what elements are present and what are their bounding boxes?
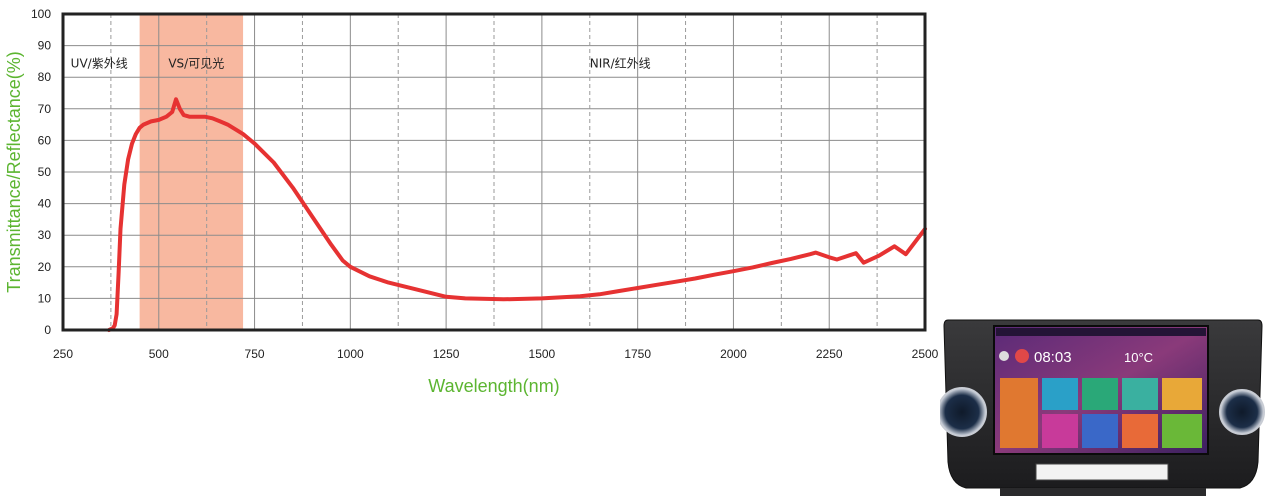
- y-tick-label: 40: [38, 197, 52, 211]
- x-tick-label: 2250: [816, 347, 843, 361]
- unit-bottom-trim: [1000, 488, 1206, 496]
- y-tick-labels: 0 10 20 30 40 50 60 70 80 90 100: [31, 7, 51, 337]
- y-tick-label: 90: [38, 39, 52, 53]
- home-icon: [999, 351, 1009, 361]
- y-tick-label: 30: [38, 228, 52, 242]
- app-tile-6: [1082, 414, 1118, 448]
- region-label: NIR/红外线: [590, 56, 651, 71]
- region-label: UV/紫外线: [71, 57, 128, 71]
- y-tick-label: 60: [38, 133, 52, 147]
- x-tick-label: 250: [53, 347, 73, 361]
- grid: [63, 14, 925, 330]
- region-label: VS/可见光: [168, 57, 224, 71]
- x-tick-labels: 250 500 750 1000 1250 1500 1750 2000 2250 2500: [53, 347, 939, 361]
- series-layer: [107, 97, 927, 332]
- x-tick-label: 1750: [624, 347, 651, 361]
- y-axis-label: Transmittance/Reflectance(%): [4, 51, 24, 292]
- left-knob: [940, 387, 987, 437]
- x-tick-label: 1250: [433, 347, 460, 361]
- y-tick-label: 10: [38, 291, 52, 305]
- app-tile-8: [1162, 414, 1202, 448]
- x-tick-label: 750: [245, 347, 265, 361]
- y-tick-label: 50: [38, 165, 52, 179]
- x-tick-label: 500: [149, 347, 169, 361]
- app-tile-2: [1082, 378, 1118, 410]
- x-tick-label: 1000: [337, 347, 364, 361]
- right-knob: [1219, 389, 1265, 435]
- temperature-readout: 10°C: [1124, 350, 1153, 365]
- y-tick-label: 0: [44, 323, 51, 337]
- region-labels: UV/紫外线 VS/可见光 NIR/红外线: [71, 56, 651, 71]
- clock-readout: 08:03: [1034, 349, 1072, 366]
- x-axis-label: Wavelength(nm): [428, 376, 559, 396]
- app-tile-3: [1122, 378, 1158, 410]
- x-tick-label: 1500: [529, 347, 556, 361]
- app-tile-1: [1042, 378, 1078, 410]
- screen-status-bar: [996, 328, 1206, 336]
- x-tick-label: 2000: [720, 347, 747, 361]
- y-tick-label: 70: [38, 102, 52, 116]
- x-tick-label: 2500: [912, 347, 939, 361]
- y-tick-label: 20: [38, 260, 52, 274]
- car-head-unit-image: 08:03 10°C: [940, 319, 1265, 496]
- plot-frame: [61, 12, 927, 332]
- disc-slot: [1035, 463, 1169, 481]
- y-tick-label: 80: [38, 70, 52, 84]
- app-tile-4: [1162, 378, 1202, 410]
- nav-icon: [1015, 349, 1029, 363]
- y-tick-label: 100: [31, 7, 51, 21]
- road-tile: [1000, 378, 1038, 448]
- app-tile-5: [1042, 414, 1078, 448]
- app-tile-7: [1122, 414, 1158, 448]
- transmittance-line: [107, 97, 927, 332]
